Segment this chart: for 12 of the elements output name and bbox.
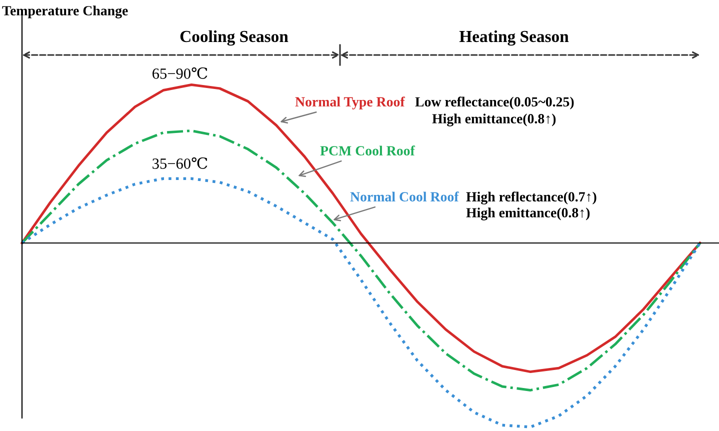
text: Cooling Season (180, 30, 288, 46)
text: Normal Cool Roof (350, 192, 459, 202)
text: Heating Season (459, 30, 569, 46)
text: 65−90℃ (152, 67, 208, 79)
text: PCM Cool Roof (320, 146, 416, 156)
y-axis-title: Temperature Change (2, 6, 128, 18)
annotation: High reflectance(0.7↑) (466, 192, 596, 204)
annotation: High emittance(0.8↑) (466, 208, 590, 220)
annotation: 35−60℃ (152, 157, 208, 169)
annotation: Low reflectance(0.05~0.25) (415, 96, 574, 110)
annotation: High emittance(0.8↑) (432, 114, 556, 126)
series-label: Normal Type Roof (295, 96, 405, 110)
